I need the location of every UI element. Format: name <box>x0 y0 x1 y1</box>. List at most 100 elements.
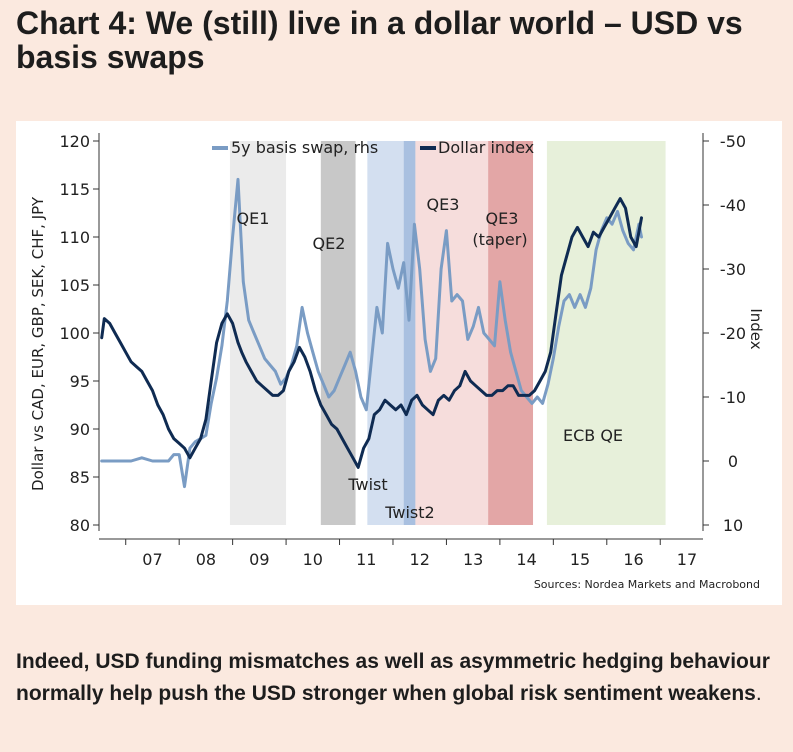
data-point <box>108 322 111 325</box>
data-point <box>344 364 346 366</box>
data-point <box>619 197 621 200</box>
data-point <box>124 351 127 353</box>
data-point <box>635 245 637 248</box>
data-point <box>384 399 386 402</box>
data-point <box>501 389 504 392</box>
annotation-twist2: Twist2 <box>384 503 434 522</box>
right-tick-label: -20 <box>720 324 746 343</box>
data-point <box>515 370 517 373</box>
left-tick-label: 85 <box>70 468 90 487</box>
data-point <box>354 370 357 373</box>
body-paragraph-text: Indeed, USD funding mismatches as well a… <box>16 650 770 705</box>
data-point <box>432 413 434 416</box>
right-axis: 10 0 -10 -20 -30 -40 -50 <box>703 132 746 535</box>
data-point <box>282 389 285 392</box>
data-point <box>472 325 475 328</box>
data-point <box>237 178 239 181</box>
left-tick-label: 90 <box>70 420 90 439</box>
shaded-period-qe2 <box>320 141 356 525</box>
data-point <box>346 447 349 450</box>
data-point <box>279 383 282 386</box>
source-note: Sources: Nordea Markets and Macrobond <box>534 578 760 591</box>
data-point <box>194 441 196 443</box>
data-point <box>205 434 207 437</box>
data-point <box>389 404 392 406</box>
data-point <box>215 341 218 344</box>
data-point <box>483 332 485 334</box>
data-point <box>114 332 116 334</box>
data-point <box>552 357 555 360</box>
data-point <box>250 370 253 373</box>
right-tick-label: -10 <box>720 388 746 407</box>
data-point <box>263 357 266 360</box>
data-point <box>598 236 600 238</box>
data-point <box>146 380 148 382</box>
annotation-qe3-taper-2: (taper) <box>472 230 527 249</box>
data-point <box>173 437 175 440</box>
data-point <box>464 370 466 373</box>
data-point <box>587 245 589 248</box>
x-tick-label: 15 <box>570 550 590 569</box>
data-point <box>549 351 552 353</box>
data-point <box>253 332 255 334</box>
data-point <box>167 460 170 462</box>
data-point <box>622 229 624 232</box>
data-point <box>157 404 159 406</box>
data-point <box>608 217 611 219</box>
data-point <box>392 268 394 270</box>
data-point <box>448 399 450 402</box>
data-point <box>531 402 533 405</box>
data-point <box>491 394 493 397</box>
data-point <box>443 394 445 397</box>
data-point <box>173 453 175 456</box>
annotation-qe1: QE1 <box>237 209 270 228</box>
annotation-qe3-taper-1: QE3 <box>486 209 519 228</box>
data-point <box>488 338 491 341</box>
data-point <box>410 399 413 402</box>
data-point <box>226 313 229 315</box>
data-point <box>592 231 595 233</box>
left-tick-label: 120 <box>59 132 90 151</box>
x-tick-label: 17 <box>677 550 697 569</box>
data-point <box>541 402 544 405</box>
data-point <box>130 361 132 363</box>
data-point <box>547 383 549 386</box>
data-point <box>271 394 274 397</box>
data-point <box>584 306 587 309</box>
data-point <box>365 409 368 411</box>
data-point <box>606 217 608 219</box>
data-point <box>349 351 352 353</box>
data-point <box>242 281 245 283</box>
right-tick-label: -40 <box>720 196 746 215</box>
data-point <box>221 345 223 347</box>
right-tick-label: 0 <box>728 452 738 471</box>
legend-label-dollar-index: Dollar index <box>438 138 534 157</box>
data-point <box>402 261 405 264</box>
data-point <box>603 226 605 229</box>
data-point <box>274 370 277 373</box>
data-point <box>408 319 410 321</box>
left-tick-label: 115 <box>59 180 90 199</box>
left-tick-label: 95 <box>70 372 90 391</box>
data-point <box>616 210 619 213</box>
data-point <box>210 402 212 405</box>
data-point <box>298 346 301 349</box>
data-point <box>167 428 170 430</box>
shaded-periods <box>229 141 666 525</box>
left-tick-label: 80 <box>70 516 90 535</box>
data-point <box>595 249 597 251</box>
data-point <box>517 394 520 397</box>
data-point <box>421 404 424 406</box>
data-point <box>453 389 456 392</box>
data-point <box>376 306 378 309</box>
chart-panel: 80 85 90 95 100 105 110 115 120 10 0 -10 -20 -30 -40-… <box>16 121 782 605</box>
data-point <box>304 356 306 358</box>
data-point <box>306 332 309 334</box>
annotation-qe2: QE2 <box>313 234 346 253</box>
data-point <box>141 457 143 459</box>
data-point <box>240 351 243 353</box>
x-tick-label: 13 <box>463 550 483 569</box>
data-point <box>373 413 376 416</box>
data-point <box>536 396 539 398</box>
data-point <box>579 293 581 296</box>
